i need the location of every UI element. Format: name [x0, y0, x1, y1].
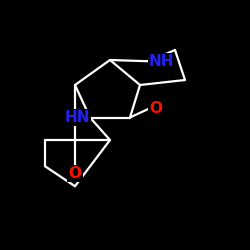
Text: NH: NH [149, 54, 174, 69]
Text: O: O [68, 166, 82, 181]
Text: HN: HN [64, 110, 90, 125]
Text: O: O [149, 101, 162, 116]
